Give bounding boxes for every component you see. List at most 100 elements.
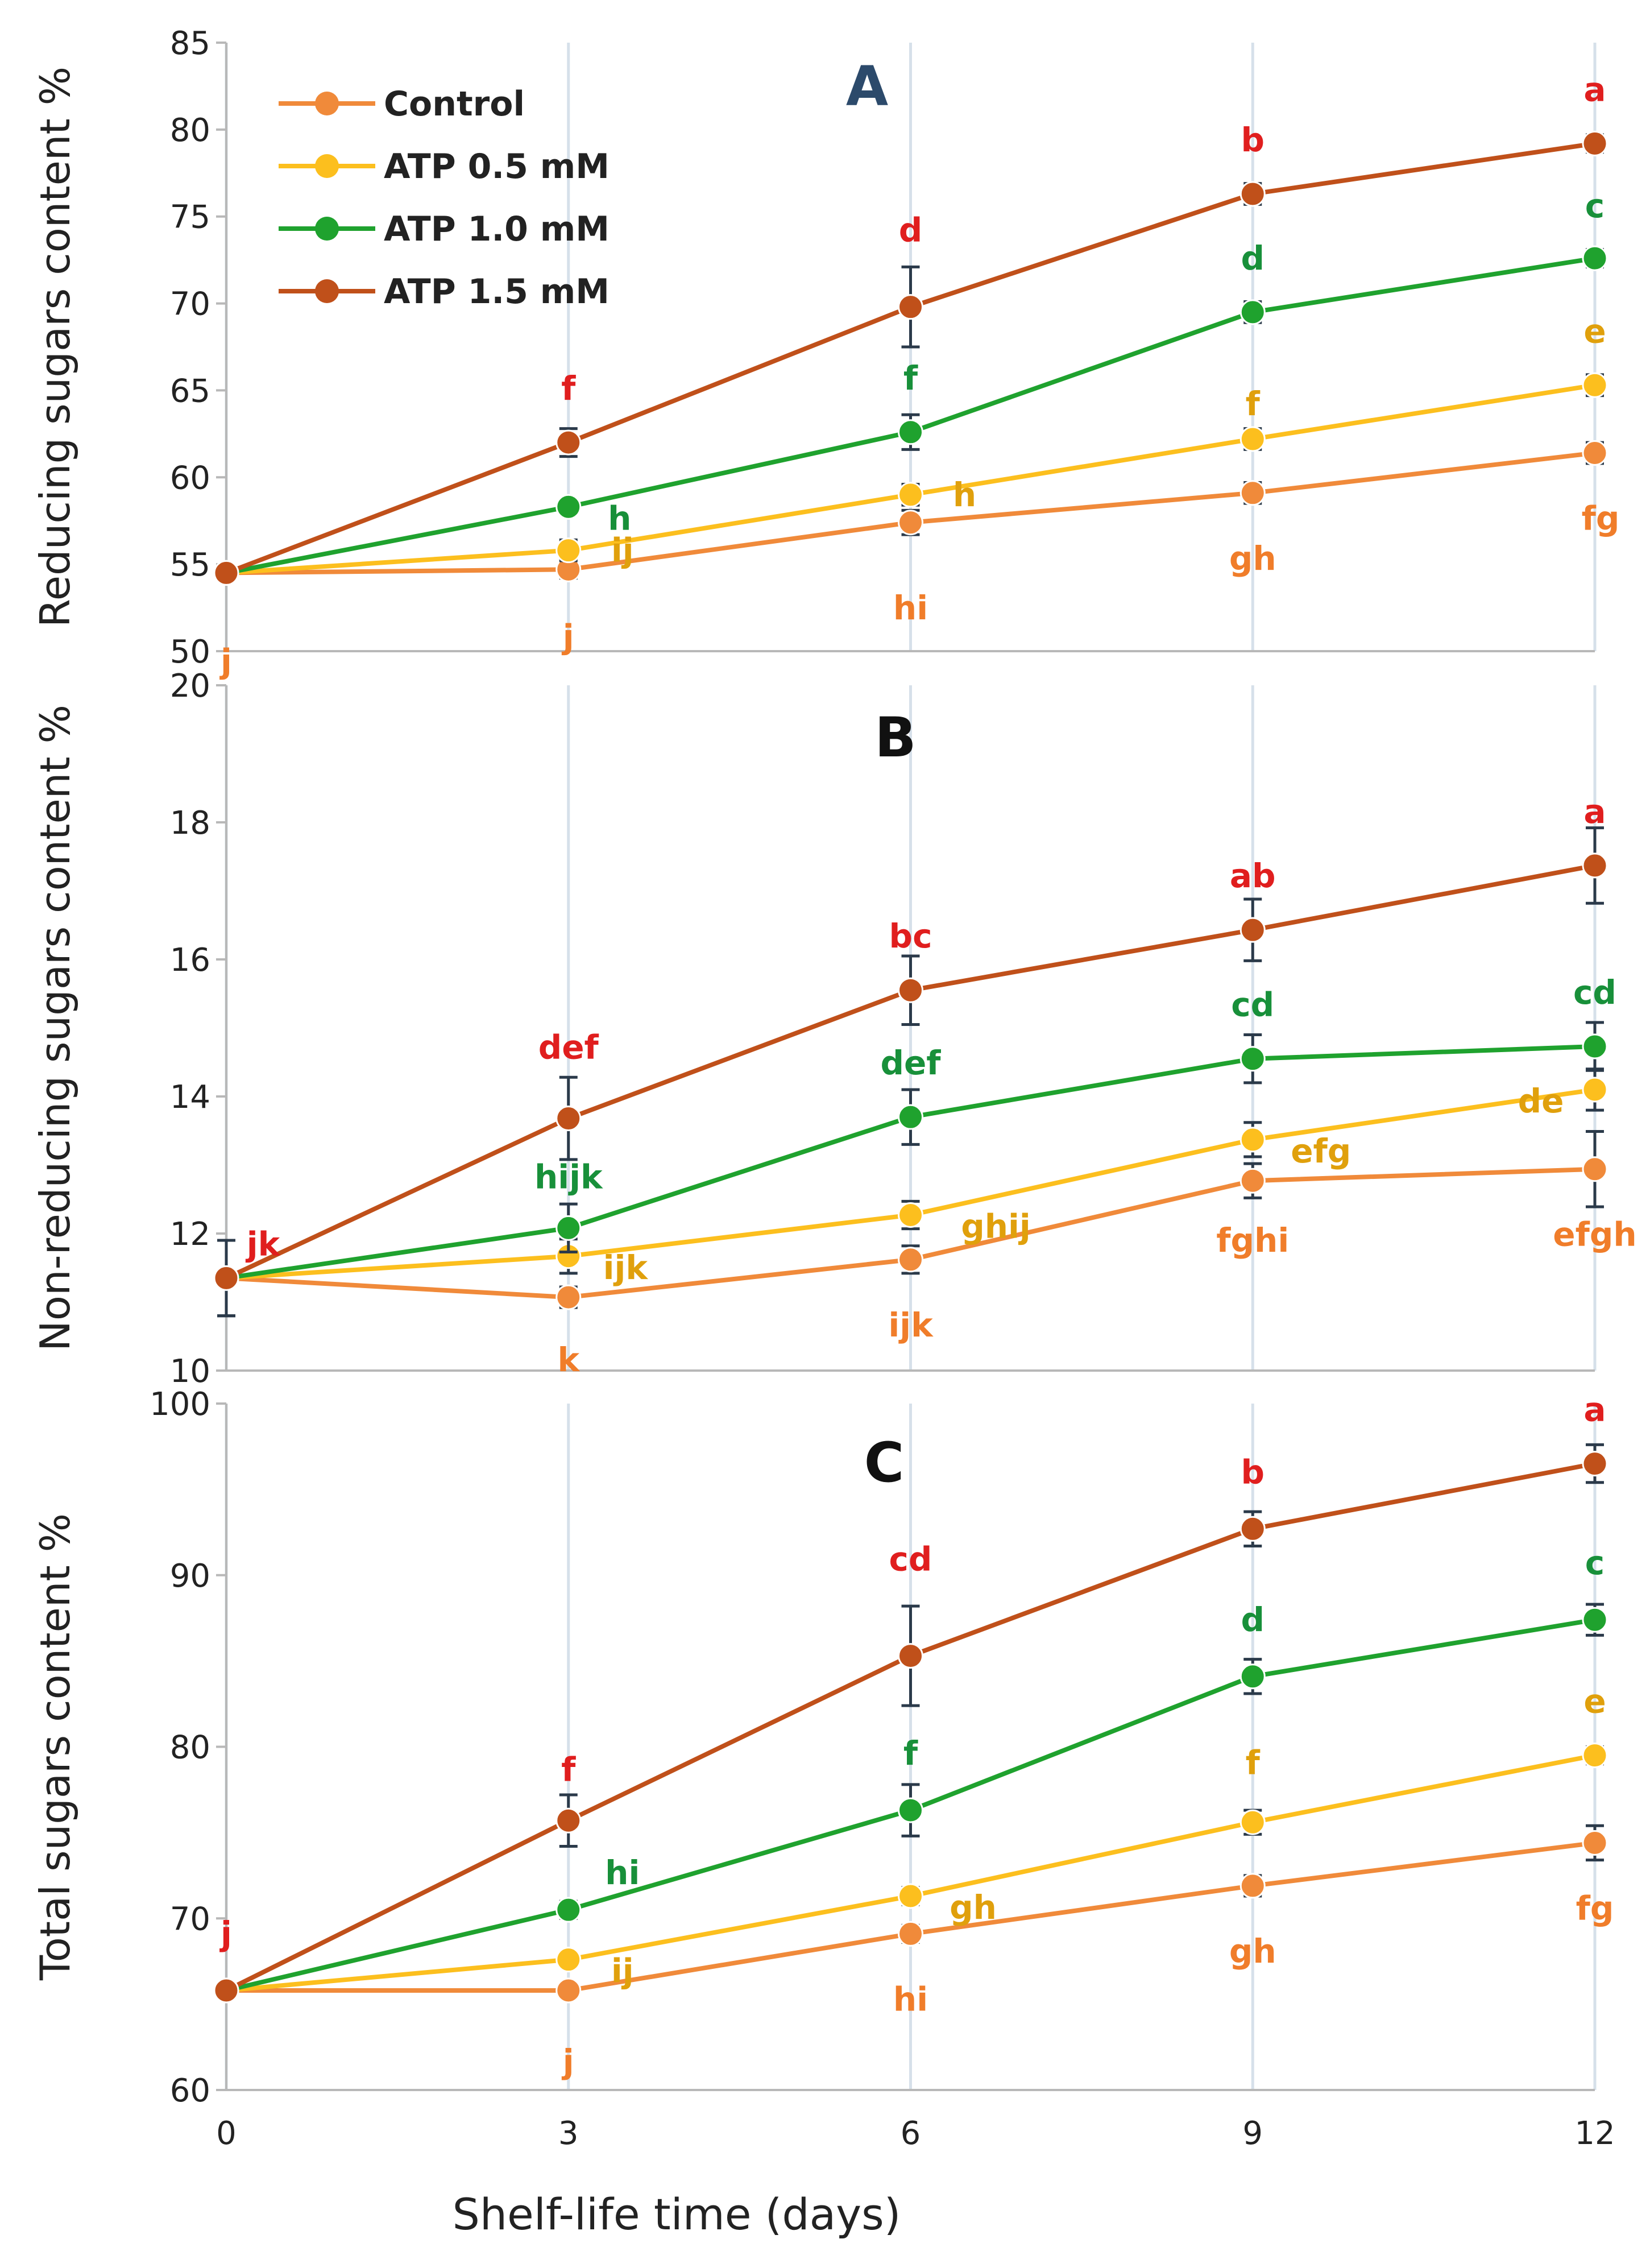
significance-letter: d [899,211,923,250]
legend-item: ATP 0.5 mM [279,147,610,187]
significance-letter: e [1583,1682,1606,1721]
series-control: j j hi gh fg [213,440,1620,680]
significance-letter: f [561,369,576,408]
significance-letter: gh [1229,1932,1276,1971]
data-point [555,537,582,564]
significance-letter: gh [950,1888,997,1927]
legend-item: ATP 1.0 mM [279,209,610,249]
data-point [898,510,923,536]
data-point [1239,1873,1266,1899]
y-tick-label: 70 [170,1901,210,1938]
significance-letter: ijk [603,1248,649,1287]
y-tick-label: 75 [170,199,210,236]
data-point [1582,440,1608,466]
data-point [555,1215,582,1241]
data-point [898,294,923,320]
x-tick-label: 0 [216,2115,237,2152]
data-point [1582,1607,1608,1633]
data-point [555,1977,582,2004]
significance-letter: cd [889,1540,932,1579]
significance-letter: hi [605,1853,640,1892]
significance-letter: f [903,359,918,398]
significance-letter: efgh [1553,1215,1636,1254]
legend-marker [315,279,339,303]
y-tick-label: 80 [170,112,210,149]
legend-marker [315,154,339,178]
data-point [1582,372,1608,398]
y-tick-label: 85 [170,25,210,62]
significance-letter: f [903,1734,918,1773]
data-point [1239,1046,1266,1072]
y-axis-label: Non-reducing sugars content % [31,705,79,1351]
data-point [213,1977,239,2004]
legend-label: ATP 1.5 mM [384,272,610,312]
data-point [1582,1451,1608,1477]
data-point [1582,1830,1608,1856]
data-point [555,494,582,520]
significance-letter: cd [1573,973,1616,1012]
data-point [898,1104,923,1130]
data-point [1239,299,1266,325]
data-point [1582,130,1608,156]
y-tick-label: 65 [170,373,210,409]
data-point [1239,1127,1266,1153]
significance-letter: j [562,2042,574,2081]
significance-letter: hi [893,589,928,627]
series-atp-1-5-mm: jk def bc ab a [213,792,1608,1318]
y-tick-label: 20 [170,668,210,705]
significance-letter: h [953,475,976,514]
significance-letter: c [1585,187,1605,225]
significance-letter: fg [1582,499,1620,537]
significance-letter: a [1583,792,1606,831]
data-point [555,1947,582,1973]
data-point [898,1797,923,1823]
data-point [1582,1743,1608,1769]
significance-letter: d [1241,1600,1265,1639]
significance-letter: e [1583,312,1606,350]
significance-letter: fghi [1216,1221,1289,1260]
significance-letter: bc [889,917,932,955]
data-point [1582,1033,1608,1059]
y-tick-label: 10 [170,1353,210,1390]
data-point [898,1247,923,1273]
y-axis-label: Reducing sugars content % [31,67,79,627]
legend-label: ATP 0.5 mM [384,147,610,187]
significance-letter: jk [246,1224,281,1263]
y-tick-label: 70 [170,286,210,323]
data-point [555,1897,582,1923]
y-tick-label: 100 [150,1386,210,1423]
legend-item: Control [279,84,525,124]
y-tick-label: 18 [170,805,210,842]
significance-letter: def [538,1028,599,1067]
significance-letter: ijk [888,1306,934,1344]
series-atp-0-5-mm: ij gh f e [213,1682,1608,2004]
data-point [213,1265,239,1291]
y-tick-label: 80 [170,1729,210,1766]
x-tick-label: 12 [1574,2115,1615,2152]
significance-letter: de [1518,1082,1564,1120]
y-tick-label: 12 [170,1216,210,1253]
data-point [898,419,923,445]
significance-letter: k [557,1340,580,1379]
significance-letter: ij [611,1952,634,1990]
panel-letter: B [874,706,916,769]
panel-letter: A [846,55,888,118]
significance-letter: cd [1231,986,1274,1024]
data-point [555,1106,582,1132]
x-axis-label: Shelf-life time (days) [453,2189,901,2240]
panel-A: 50 55 60 65 70 75 80 85 Reducing sugars content … [31,25,1619,680]
significance-letter: f [1246,384,1261,423]
data-point [1239,1168,1266,1194]
data-point [898,1921,923,1947]
panel-B: 10 12 14 16 18 20 Non-reducing sugars content … [31,668,1637,1390]
data-point [898,482,923,508]
significance-letter: fg [1576,1889,1614,1927]
data-point [1582,245,1608,271]
significance-letter: c [1585,1543,1605,1582]
data-point [1239,181,1266,207]
legend-marker [315,92,339,115]
series-atp-1-0-mm: hijk def cd cd [213,973,1616,1318]
data-point [1239,917,1266,943]
